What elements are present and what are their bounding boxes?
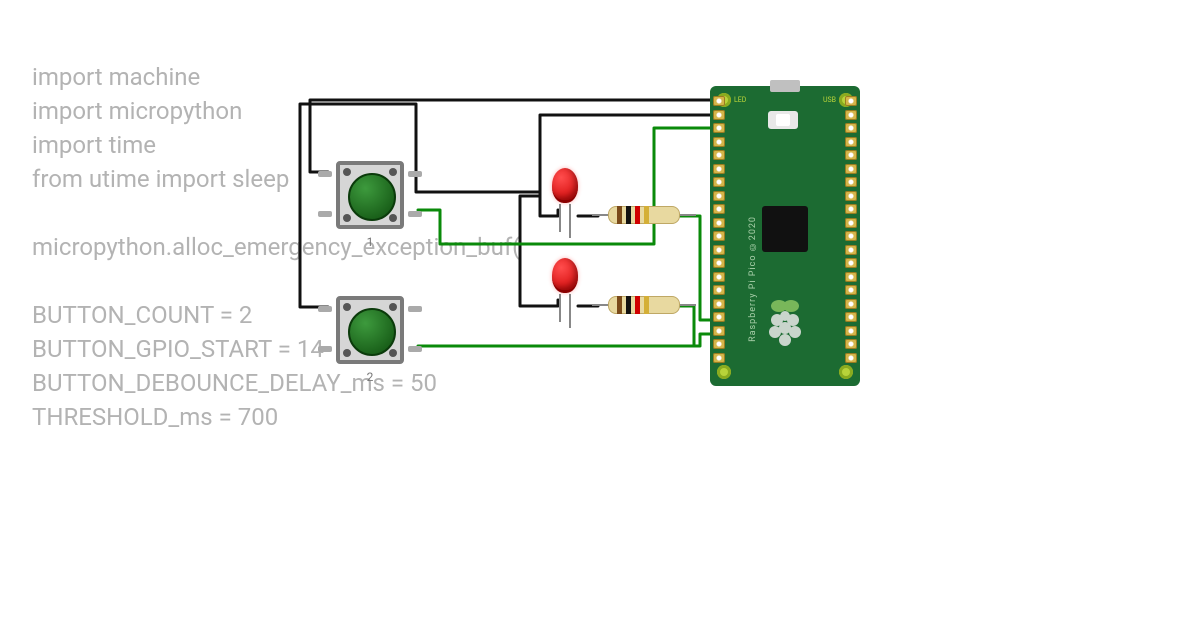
led-component[interactable]: [552, 168, 578, 203]
pin-row-right: [845, 96, 857, 363]
resistor-lead: [678, 304, 696, 306]
resistor-band-icon: [617, 206, 622, 224]
code-overlay: import machine import micropython import…: [32, 60, 520, 434]
gpio-pin: [713, 204, 725, 214]
resistor-band-icon: [635, 296, 640, 314]
resistor-band-icon: [626, 206, 631, 224]
gpio-pin: [845, 339, 857, 349]
resistor-lead: [678, 214, 696, 216]
gpio-pin: [845, 191, 857, 201]
pushbutton[interactable]: 1: [330, 155, 410, 235]
gpio-pin: [845, 204, 857, 214]
gpio-pin: [845, 218, 857, 228]
gpio-pin: [845, 312, 857, 322]
pushbutton[interactable]: 2: [330, 290, 410, 370]
gpio-pin: [845, 231, 857, 241]
resistor-band-icon: [644, 296, 649, 314]
gpio-pin: [845, 258, 857, 268]
gpio-pin: [845, 245, 857, 255]
gpio-pin: [713, 245, 725, 255]
button-leg-icon: [408, 346, 422, 352]
resistor-component[interactable]: [608, 296, 680, 314]
gpio-pin: [713, 96, 725, 106]
gpio-pin: [845, 326, 857, 336]
resistor-band-icon: [626, 296, 631, 314]
led-bulb-icon: [552, 258, 578, 293]
gpio-pin: [845, 110, 857, 120]
usb-label: USB: [823, 96, 836, 104]
bootsel-button[interactable]: [768, 111, 798, 129]
gpio-pin: [845, 150, 857, 160]
gpio-pin: [713, 339, 725, 349]
button-label: 1: [367, 235, 374, 249]
led-cathode-leg: [569, 204, 571, 238]
raspberry-pi-logo-icon: [765, 296, 805, 346]
button-leg-icon: [318, 306, 332, 312]
button-cap[interactable]: [348, 308, 396, 356]
gpio-pin: [713, 191, 725, 201]
gpio-pin: [845, 272, 857, 282]
gpio-pin: [713, 231, 725, 241]
button-leg-icon: [318, 171, 332, 177]
gpio-pin: [713, 326, 725, 336]
resistor-body: [608, 296, 680, 314]
rp2040-chip-icon: [762, 206, 808, 252]
gpio-pin: [713, 272, 725, 282]
resistor-body: [608, 206, 680, 224]
gpio-pin: [713, 177, 725, 187]
pin-row-left: [713, 96, 725, 363]
resistor-band-icon: [635, 206, 640, 224]
resistor-band-icon: [644, 206, 649, 224]
resistor-band-icon: [617, 296, 622, 314]
gpio-pin: [845, 96, 857, 106]
gpio-pin: [713, 218, 725, 228]
button-label: 2: [367, 370, 374, 384]
led-label: LED: [734, 96, 746, 104]
gpio-pin: [713, 285, 725, 295]
gpio-pin: [713, 123, 725, 133]
button-leg-icon: [408, 306, 422, 312]
button-cap[interactable]: [348, 173, 396, 221]
gpio-pin: [845, 177, 857, 187]
led-anode-leg: [559, 204, 561, 232]
gpio-pin: [713, 137, 725, 147]
gpio-pin: [713, 299, 725, 309]
resistor-component[interactable]: [608, 206, 680, 224]
button-leg-icon: [408, 211, 422, 217]
wire: [680, 306, 694, 346]
gpio-pin: [845, 285, 857, 295]
gpio-pin: [713, 150, 725, 160]
gpio-pin: [713, 258, 725, 268]
mounting-hole-icon: [717, 365, 731, 379]
gpio-pin: [845, 299, 857, 309]
gpio-pin: [845, 164, 857, 174]
gpio-pin: [845, 353, 857, 363]
button-leg-icon: [318, 211, 332, 217]
led-bulb-icon: [552, 168, 578, 203]
gpio-pin: [713, 353, 725, 363]
gpio-pin: [845, 137, 857, 147]
button-leg-icon: [408, 171, 422, 177]
gpio-pin: [713, 164, 725, 174]
board-name-label: Raspberry Pi Pico ©2020: [748, 216, 758, 342]
mounting-hole-icon: [839, 365, 853, 379]
usb-connector-icon: [770, 80, 800, 92]
led-anode-leg: [559, 294, 561, 322]
gpio-pin: [845, 123, 857, 133]
button-leg-icon: [318, 346, 332, 352]
led-component[interactable]: [552, 258, 578, 293]
gpio-pin: [713, 110, 725, 120]
gpio-pin: [713, 312, 725, 322]
led-cathode-leg: [569, 294, 571, 328]
pico-board[interactable]: LED USB Raspberry Pi Pico ©2020: [710, 86, 860, 386]
